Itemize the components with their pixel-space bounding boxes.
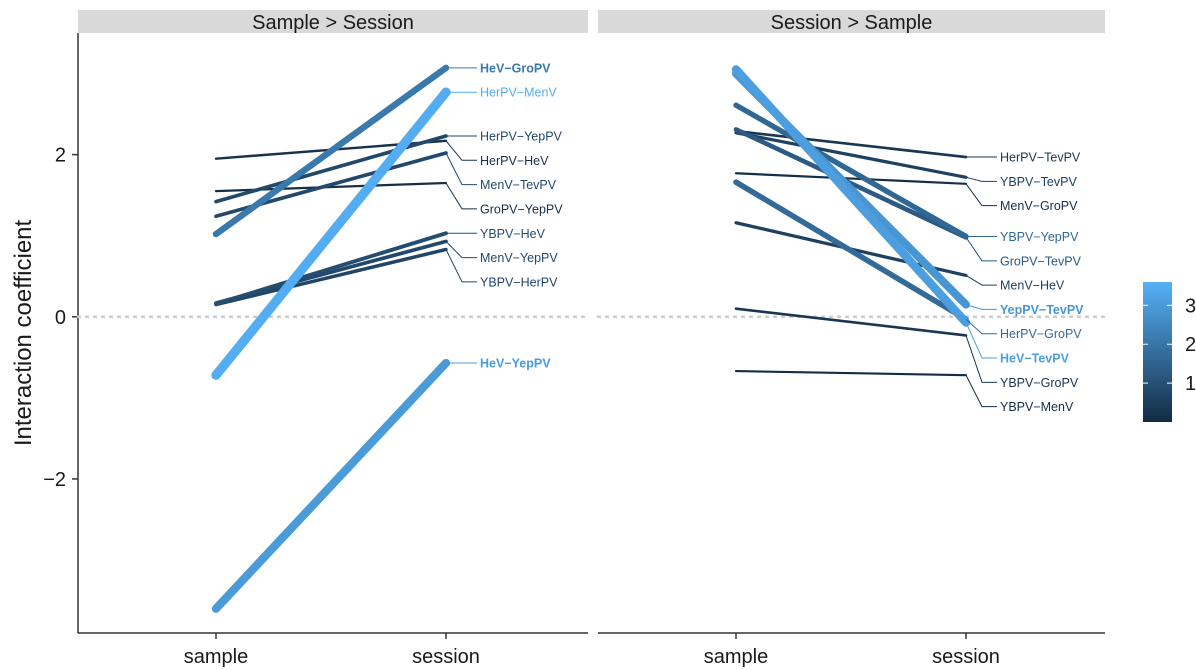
- series-label: YBPV−MenV: [1000, 400, 1074, 414]
- panel-title: Sample > Session: [252, 12, 414, 34]
- label-leader-line: [445, 241, 477, 259]
- y-tick-label: −2: [43, 469, 66, 491]
- x-tick-label: session: [412, 646, 480, 668]
- x-tick-label: sample: [184, 646, 248, 668]
- y-tick-label: 2: [55, 145, 66, 167]
- series-label: YBPV−YepPV: [1000, 230, 1079, 244]
- y-axis-title: Interaction coefficient: [10, 219, 37, 446]
- series-label: HerPV−YepPV: [480, 129, 563, 143]
- series-label: MenV−GroPV: [1000, 199, 1078, 213]
- label-leader-line: [965, 183, 997, 207]
- series-line: [734, 307, 968, 337]
- series-label: HeV−TevPV: [1000, 352, 1070, 366]
- series-label: YBPV−HerPV: [480, 275, 558, 289]
- series-label: YepPV−TevPV: [1000, 303, 1084, 317]
- series-line: [734, 172, 968, 185]
- panel-strip: [598, 10, 1105, 33]
- series-label: HerPV−MenV: [480, 86, 557, 100]
- series-line: [734, 129, 968, 159]
- series-label: MenV−HeV: [1000, 279, 1065, 293]
- series-line: [214, 134, 448, 204]
- label-leader-line: [445, 140, 477, 161]
- label-leader-line: [965, 275, 997, 286]
- series-line: [733, 127, 969, 240]
- series-line: [734, 131, 968, 179]
- legend-break-label: 1: [1185, 373, 1196, 395]
- series-label: MenV−TevPV: [480, 178, 557, 192]
- color-legend: 1 2 3: [1143, 282, 1196, 422]
- series-line: [214, 247, 448, 307]
- series-line: [733, 102, 969, 240]
- legend-break-label: 2: [1185, 334, 1196, 356]
- panel-2: Session > Sample sample session HerPV−TevPV…: [596, 10, 1107, 668]
- series-line: [731, 65, 971, 327]
- label-leader-line: [965, 176, 997, 182]
- series-label: HerPV−GroPV: [1000, 327, 1082, 341]
- legend-break-label: 3: [1185, 295, 1196, 317]
- legend-colorbar: [1143, 282, 1172, 422]
- label-leader-line: [965, 318, 997, 335]
- label-leader-line: [965, 304, 997, 310]
- series-label: YBPV−TevPV: [1000, 175, 1077, 189]
- x-tick-label: session: [932, 646, 1000, 668]
- label-leader-line: [445, 249, 477, 283]
- series-line: [212, 64, 450, 238]
- series-label: MenV−YepPV: [480, 251, 558, 265]
- label-leader-line: [965, 237, 997, 262]
- label-leader-line: [445, 152, 477, 186]
- label-leader-line: [445, 182, 477, 210]
- panel-title: Session > Sample: [771, 12, 933, 34]
- series-line: [214, 231, 448, 306]
- series-label: YBPV−HeV: [480, 227, 546, 241]
- label-leader-line: [965, 322, 997, 359]
- plot-area: −2 0 2 Interaction coefficient Sample > Sess…: [10, 10, 1107, 668]
- x-tick-label: sample: [704, 646, 768, 668]
- series-label: GroPV−TevPV: [1000, 254, 1082, 268]
- series-label: GroPV−YepPV: [480, 202, 563, 216]
- series-label: HeV−YepPV: [480, 357, 551, 371]
- series-label: YBPV−GroPV: [1000, 376, 1079, 390]
- series-label: HeV−GroPV: [480, 61, 551, 75]
- series-line: [733, 179, 969, 323]
- label-leader-line: [965, 335, 997, 383]
- panel-1: Sample > Session sample session HeV−GroPV He…: [76, 10, 590, 668]
- label-leader-line: [965, 374, 997, 408]
- panel-strip: [78, 10, 588, 33]
- series-label: HerPV−TevPV: [1000, 151, 1081, 165]
- series-line: [734, 370, 968, 377]
- series-line: [211, 87, 451, 380]
- y-tick-label: 0: [55, 307, 66, 329]
- series-label: HerPV−HeV: [480, 154, 549, 168]
- series-line: [211, 358, 451, 613]
